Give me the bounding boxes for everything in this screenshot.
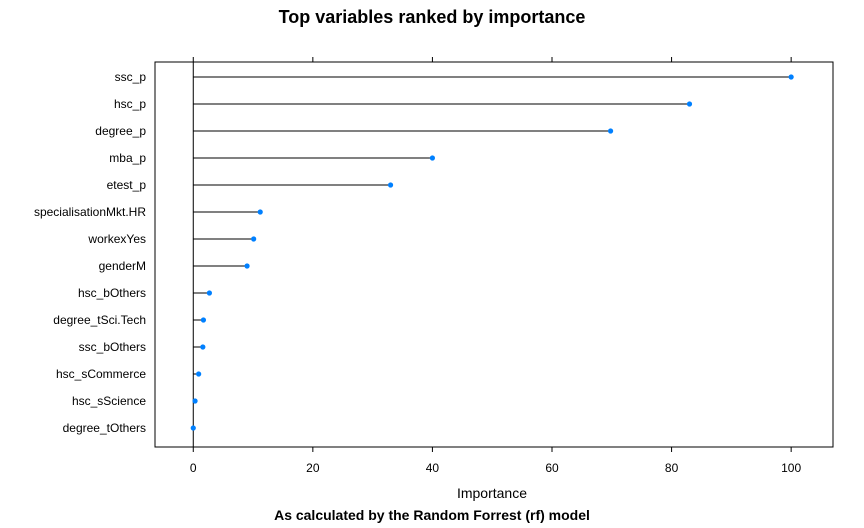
category-label: hsc_sScience — [72, 394, 146, 408]
importance-point — [190, 425, 196, 431]
x-tick-label: 20 — [306, 461, 320, 475]
x-axis-label: Importance — [457, 485, 527, 501]
importance-point — [244, 263, 250, 269]
category-label: hsc_bOthers — [78, 286, 146, 300]
importance-point — [686, 101, 693, 107]
importance-point — [200, 344, 206, 350]
category-label: mba_p — [109, 151, 146, 165]
x-tick-label: 60 — [545, 461, 559, 475]
category-label: hsc_sCommerce — [56, 367, 146, 381]
plot-frame — [154, 61, 834, 448]
x-tick-label: 100 — [781, 461, 801, 475]
x-tick-label: 80 — [665, 461, 679, 475]
x-tick-label: 0 — [190, 461, 197, 475]
category-label: ssc_bOthers — [79, 340, 146, 354]
chart-title: Top variables ranked by importance — [279, 7, 586, 27]
importance-point — [192, 398, 198, 404]
chart-subtitle: As calculated by the Random Forrest (rf)… — [274, 507, 590, 523]
category-label: degree_tOthers — [63, 421, 146, 435]
category-label: degree_tSci.Tech — [53, 313, 146, 327]
category-label: degree_p — [95, 124, 146, 138]
importance-point — [387, 182, 394, 188]
importance-point — [788, 74, 794, 80]
category-labels: ssc_p hsc_p degree_p mba_p etest_p specialisa… — [34, 70, 146, 435]
category-label: specialisationMkt.HR — [34, 205, 146, 219]
importance-point — [429, 155, 436, 161]
importance-point — [251, 236, 257, 242]
importance-point — [206, 290, 213, 296]
category-label: hsc_p — [114, 97, 146, 111]
category-label: workexYes — [87, 232, 146, 246]
x-axis-ticks: 0 20 40 60 80 100 — [190, 57, 801, 475]
importance-point — [257, 209, 263, 215]
data-marks — [190, 62, 794, 447]
category-label: etest_p — [107, 178, 147, 192]
x-tick-label: 40 — [426, 461, 440, 475]
importance-point — [196, 371, 202, 377]
category-label: ssc_p — [115, 70, 147, 84]
importance-point — [607, 128, 614, 134]
importance-point — [200, 317, 207, 323]
category-label: genderM — [99, 259, 146, 273]
